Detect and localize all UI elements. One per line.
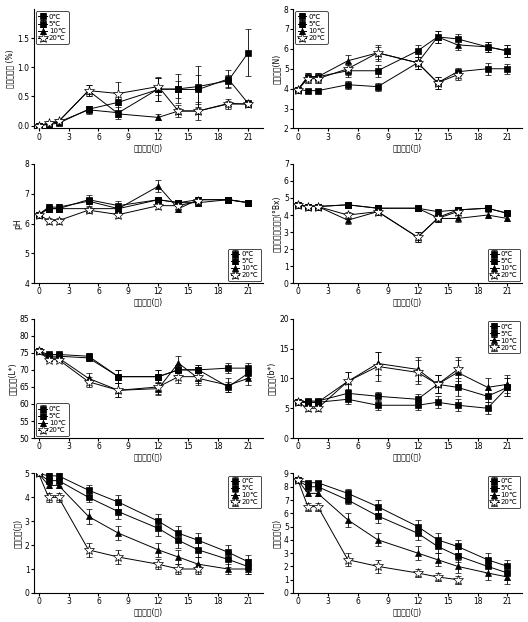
X-axis label: 저장기간(월): 저장기간(월) <box>134 608 163 616</box>
Y-axis label: pH: pH <box>13 218 22 229</box>
Y-axis label: 종합선도(점): 종합선도(점) <box>272 519 281 548</box>
Legend: 0℃, 5℃, 10℃, 20℃: 0℃, 5℃, 10℃, 20℃ <box>295 11 328 44</box>
X-axis label: 저장기간(월): 저장기간(월) <box>134 298 163 307</box>
Y-axis label: 외관변화(점): 외관변화(점) <box>13 519 22 548</box>
Legend: 0℃, 5℃, 10℃, 20℃: 0℃, 5℃, 10℃, 20℃ <box>487 321 521 353</box>
X-axis label: 저장기간(월): 저장기간(월) <box>134 453 163 462</box>
X-axis label: 저장기간(월): 저장기간(월) <box>393 298 422 307</box>
X-axis label: 저장기간(월): 저장기간(월) <box>393 143 422 152</box>
X-axis label: 저장기간(월): 저장기간(월) <box>134 143 163 152</box>
Y-axis label: 줄기색도(L*): 줄기색도(L*) <box>8 362 17 395</box>
Y-axis label: 줄기경도(N): 줄기경도(N) <box>272 53 281 84</box>
Legend: 0℃, 5℃, 10℃, 20℃: 0℃, 5℃, 10℃, 20℃ <box>228 249 261 281</box>
Legend: 0℃, 5℃, 10℃, 20℃: 0℃, 5℃, 10℃, 20℃ <box>487 249 521 281</box>
X-axis label: 저장기간(월): 저장기간(월) <box>393 608 422 616</box>
Y-axis label: 줄기색도(b*): 줄기색도(b*) <box>267 362 276 395</box>
Legend: 0℃, 5℃, 10℃, 20℃: 0℃, 5℃, 10℃, 20℃ <box>487 476 521 508</box>
Legend: 0℃, 5℃, 10℃, 20℃: 0℃, 5℃, 10℃, 20℃ <box>36 403 69 436</box>
X-axis label: 저장기간(월): 저장기간(월) <box>393 453 422 462</box>
Legend: 0℃, 5℃, 10℃, 20℃: 0℃, 5℃, 10℃, 20℃ <box>36 11 69 44</box>
Y-axis label: 저장감소율 (%): 저장감소율 (%) <box>6 50 15 88</box>
Y-axis label: 가용성고형물함량(°Bx): 가용성고형물함량(°Bx) <box>272 195 281 252</box>
Legend: 0℃, 5℃, 10℃, 20℃: 0℃, 5℃, 10℃, 20℃ <box>228 476 261 508</box>
